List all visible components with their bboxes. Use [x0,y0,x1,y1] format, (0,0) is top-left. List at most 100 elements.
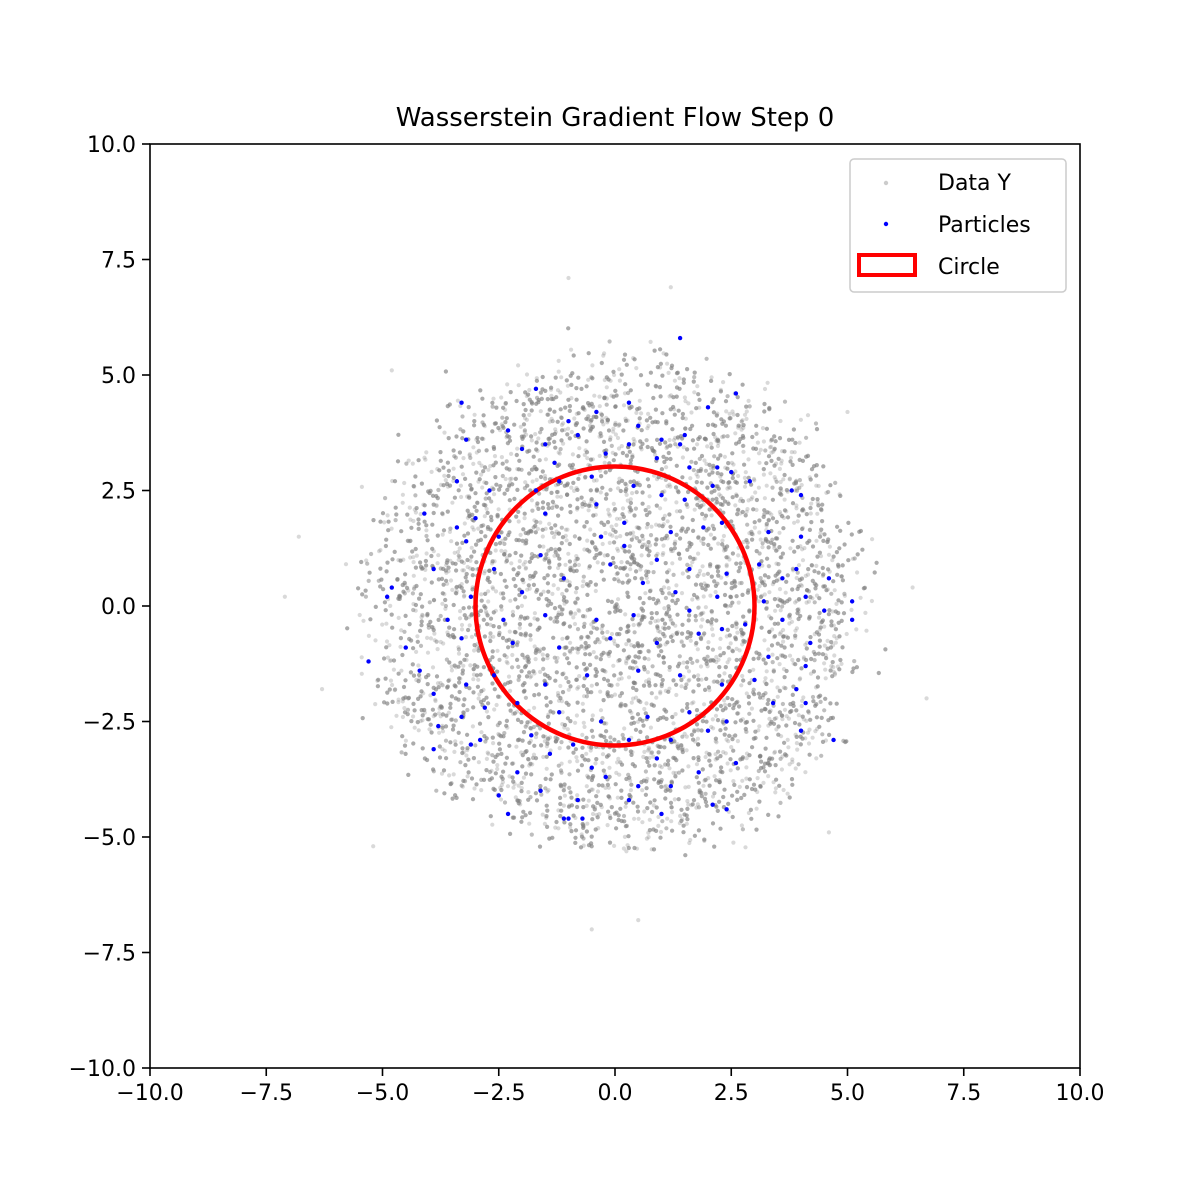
data-y-point [459,622,465,628]
data-y-point [608,378,613,383]
data-y-point [503,476,508,482]
data-y-point [361,618,366,623]
data-y-point [645,426,650,431]
data-y-point [713,501,718,506]
data-y-point [769,512,774,517]
data-y-point [687,677,692,682]
data-y-point [467,453,472,458]
data-y-point [556,826,561,831]
data-y-point [793,635,798,641]
data-y-point [436,553,441,558]
data-y-point [785,791,790,796]
data-y-point [472,412,477,417]
data-y-point [740,642,745,647]
data-y-point [781,627,786,633]
data-y-point [709,724,714,730]
data-y-point [567,580,572,585]
data-y-point [380,622,385,627]
data-y-point [398,644,403,649]
data-y-point [438,704,443,710]
data-y-point [600,760,605,766]
data-y-point [854,627,859,632]
data-y-point [778,512,783,517]
data-y-point [713,739,718,744]
data-y-point [806,741,812,746]
data-y-point [616,677,622,682]
data-y-point [515,467,520,472]
data-y-point [586,377,591,382]
data-y-point [598,733,603,738]
data-y-point [630,553,636,559]
data-y-point [654,384,659,389]
data-y-point [675,742,680,747]
data-y-point [431,625,436,631]
data-y-point [444,570,449,575]
data-y-point [452,749,457,755]
data-y-point [804,600,809,605]
data-y-point [697,571,702,577]
data-y-point [499,422,504,427]
data-y-point [689,410,694,415]
data-y-point [573,421,578,426]
data-y-point [546,788,551,793]
data-y-point [715,411,720,416]
data-y-point [695,596,700,601]
data-y-point [585,821,590,826]
data-y-point [641,536,646,542]
data-y-point [615,795,620,800]
data-y-point [440,532,445,537]
data-y-point [714,659,719,665]
data-y-point [675,436,681,441]
data-y-point [798,544,803,549]
data-y-point [744,776,749,781]
data-y-point [785,489,790,494]
data-y-point [704,461,709,466]
data-y-point [703,754,708,760]
data-y-point [693,556,698,561]
data-y-point [592,673,598,679]
data-y-point [699,538,704,543]
data-y-point [757,584,762,589]
data-y-point [778,608,783,613]
data-y-point [654,695,659,700]
data-y-point [519,632,525,638]
data-y-point [580,504,585,509]
data-y-point [803,736,808,741]
data-y-point [793,766,798,771]
data-y-point [777,587,783,592]
data-y-point [420,613,425,618]
data-y-point [687,631,692,636]
data-y-point [689,631,694,636]
data-y-point [727,411,732,416]
data-y-point [645,580,651,585]
data-y-point [792,450,797,455]
data-y-point [461,750,466,755]
data-y-point [503,549,508,554]
data-y-point [618,516,623,522]
data-y-point [705,664,710,669]
data-y-point [667,437,672,443]
data-y-point [659,765,664,770]
data-y-point [470,724,475,729]
data-y-point [442,473,447,478]
data-y-point [508,688,513,694]
data-y-point [761,579,767,584]
data-y-point [744,691,749,696]
data-y-point [837,492,842,497]
data-y-point [701,783,706,788]
data-y-point [384,639,390,644]
data-y-point [740,418,745,423]
data-y-point [740,717,745,722]
data-y-point [751,667,756,672]
data-y-point [731,462,736,467]
data-y-point [607,796,613,801]
data-y-point [640,788,645,793]
data-y-point [731,412,736,417]
data-y-point [589,498,594,503]
data-y-point [685,799,690,804]
data-y-point [435,681,441,686]
data-y-point [647,494,652,499]
data-y-point [647,817,652,822]
data-y-point [446,710,451,715]
data-y-point [799,583,805,588]
